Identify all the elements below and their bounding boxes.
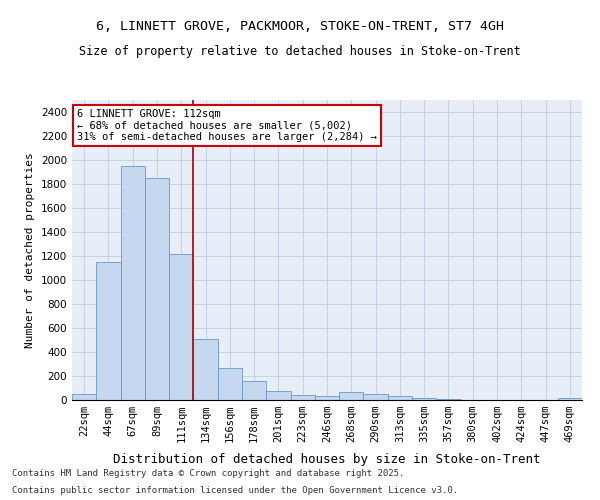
Text: Size of property relative to detached houses in Stoke-on-Trent: Size of property relative to detached ho…: [79, 45, 521, 58]
Bar: [169, 254, 193, 400]
Text: 6, LINNETT GROVE, PACKMOOR, STOKE-ON-TRENT, ST7 4GH: 6, LINNETT GROVE, PACKMOOR, STOKE-ON-TRE…: [96, 20, 504, 33]
Bar: [72, 394, 96, 400]
Bar: [266, 391, 290, 400]
X-axis label: Distribution of detached houses by size in Stoke-on-Trent: Distribution of detached houses by size …: [113, 454, 541, 466]
Bar: [242, 382, 266, 400]
Bar: [145, 178, 169, 400]
Bar: [339, 392, 364, 400]
Bar: [290, 394, 315, 400]
Text: Contains public sector information licensed under the Open Government Licence v3: Contains public sector information licen…: [12, 486, 458, 495]
Bar: [558, 398, 582, 400]
Bar: [315, 396, 339, 400]
Bar: [388, 396, 412, 400]
Bar: [121, 166, 145, 400]
Bar: [412, 398, 436, 400]
Text: Contains HM Land Registry data © Crown copyright and database right 2025.: Contains HM Land Registry data © Crown c…: [12, 468, 404, 477]
Bar: [218, 368, 242, 400]
Bar: [364, 394, 388, 400]
Bar: [193, 339, 218, 400]
Bar: [96, 262, 121, 400]
Text: 6 LINNETT GROVE: 112sqm
← 68% of detached houses are smaller (5,002)
31% of semi: 6 LINNETT GROVE: 112sqm ← 68% of detache…: [77, 109, 377, 142]
Y-axis label: Number of detached properties: Number of detached properties: [25, 152, 35, 348]
